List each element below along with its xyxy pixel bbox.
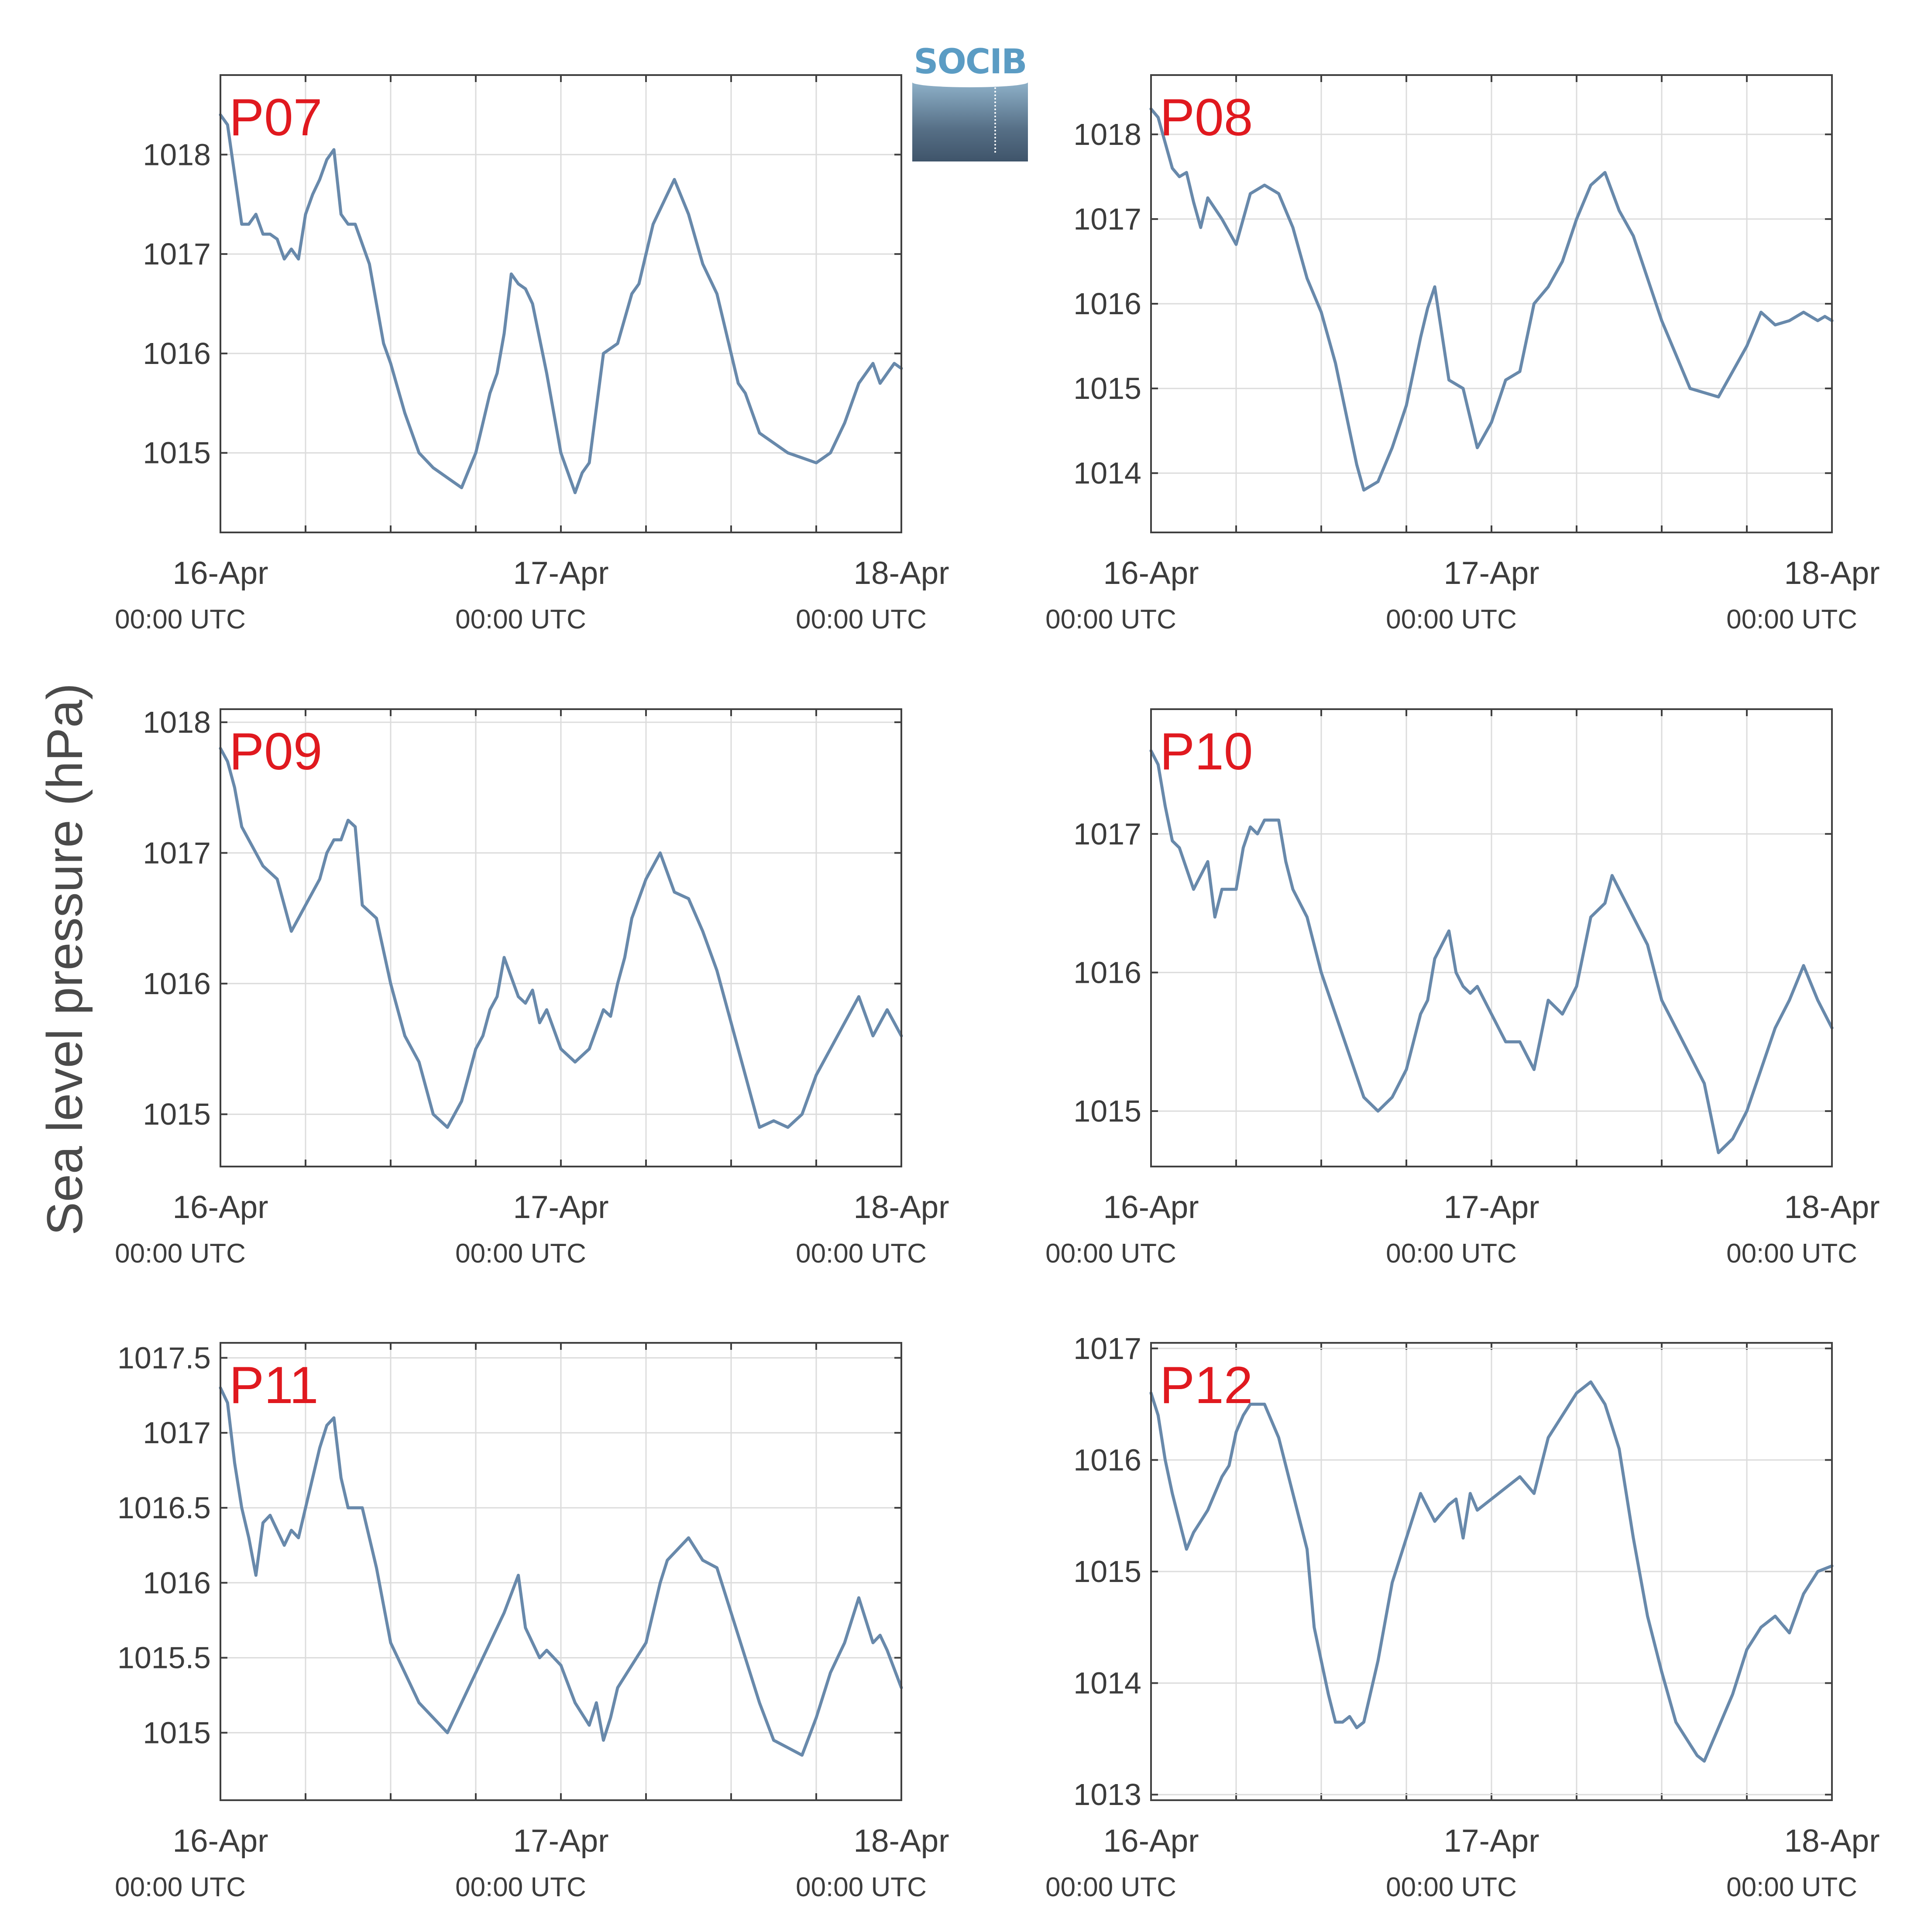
x-tick-sublabel: 00:00 UTC xyxy=(1386,1872,1517,1902)
x-tick-sublabel: 00:00 UTC xyxy=(115,1239,246,1269)
plot-frame xyxy=(220,1342,902,1801)
y-tick-label: 1017 xyxy=(1073,202,1141,236)
y-tick-label: 1016.5 xyxy=(117,1491,211,1525)
y-axis-label: Sea level pressure (hPa) xyxy=(37,683,93,1235)
y-tick-label: 1015 xyxy=(1073,1094,1141,1128)
y-tick-label: 1015 xyxy=(143,436,211,470)
socib-logo: SOCIB xyxy=(912,44,1028,161)
plot-frame xyxy=(1150,708,1833,1167)
x-tick-label: 18-Apr xyxy=(853,556,949,591)
y-tick-label: 1016 xyxy=(1073,287,1141,321)
y-tick-label: 1017 xyxy=(1073,817,1141,851)
x-tick-label: 18-Apr xyxy=(853,1190,949,1225)
plot-frame xyxy=(1150,74,1833,533)
station-label: P10 xyxy=(1160,722,1253,781)
y-tick-label: 1017 xyxy=(143,836,211,870)
y-tick-label: 1016 xyxy=(1073,1443,1141,1477)
x-tick-sublabel: 00:00 UTC xyxy=(115,1872,246,1902)
y-tick-label: 1017.5 xyxy=(117,1341,211,1375)
x-tick-sublabel: 00:00 UTC xyxy=(1045,604,1176,635)
x-tick-sublabel: 00:00 UTC xyxy=(1045,1872,1176,1902)
pressure-series-line xyxy=(1149,107,1834,492)
pressure-series-line xyxy=(219,1386,903,1757)
y-tick-label: 1014 xyxy=(1073,456,1141,490)
y-tick-label: 1015.5 xyxy=(117,1641,211,1675)
x-tick-sublabel: 00:00 UTC xyxy=(1726,604,1857,635)
pressure-series-line xyxy=(1149,749,1834,1154)
x-tick-label: 17-Apr xyxy=(513,556,608,591)
chart-panel-p11: 1015 1015.5 1016 1016.5 1017 1017.5 16-Apr 00:0… xyxy=(115,1341,949,1902)
x-tick-label: 16-Apr xyxy=(1103,556,1199,591)
x-tick-label: 17-Apr xyxy=(513,1190,608,1225)
x-tick-label: 18-Apr xyxy=(1784,1823,1880,1859)
logo-wave xyxy=(912,81,1028,161)
x-tick-sublabel: 00:00 UTC xyxy=(1726,1872,1857,1902)
y-tick-label: 1016 xyxy=(143,336,211,371)
y-tick-label: 1018 xyxy=(143,137,211,172)
pressure-series-line xyxy=(1149,1380,1834,1763)
y-tick-label: 1016 xyxy=(1073,955,1141,989)
x-tick-label: 16-Apr xyxy=(1103,1190,1199,1225)
y-tick-label: 1018 xyxy=(1073,117,1141,151)
y-tick-label: 1017 xyxy=(143,237,211,271)
x-tick-label: 16-Apr xyxy=(172,556,268,591)
station-label: P09 xyxy=(229,722,323,781)
pressure-series-line xyxy=(219,747,903,1129)
station-label: P12 xyxy=(1160,1356,1253,1414)
x-tick-label: 17-Apr xyxy=(1443,556,1539,591)
plot-frame xyxy=(220,74,902,533)
x-tick-label: 17-Apr xyxy=(1443,1190,1539,1225)
station-label: P08 xyxy=(1160,88,1253,147)
y-tick-label: 1015 xyxy=(143,1716,211,1750)
x-tick-sublabel: 00:00 UTC xyxy=(455,1872,586,1902)
x-tick-sublabel: 00:00 UTC xyxy=(796,1239,927,1269)
x-tick-label: 16-Apr xyxy=(1103,1823,1199,1859)
y-tick-label: 1015 xyxy=(143,1097,211,1131)
plot-frame xyxy=(1150,1342,1833,1801)
x-tick-label: 16-Apr xyxy=(172,1823,268,1859)
x-tick-sublabel: 00:00 UTC xyxy=(796,1872,927,1902)
x-tick-label: 18-Apr xyxy=(1784,1190,1880,1225)
chart-panel-p10: 1015 1016 1017 16-Apr 00:00 UTC 17-Apr 00:00 U… xyxy=(1045,708,1880,1269)
pressure-series-line xyxy=(219,113,903,494)
y-tick-label: 1018 xyxy=(143,705,211,739)
logo-text: SOCIB xyxy=(914,42,1027,82)
y-tick-label: 1017 xyxy=(1073,1331,1141,1366)
x-tick-sublabel: 00:00 UTC xyxy=(455,1239,586,1269)
x-tick-sublabel: 00:00 UTC xyxy=(1386,604,1517,635)
x-tick-sublabel: 00:00 UTC xyxy=(115,604,246,635)
y-tick-label: 1015 xyxy=(1073,371,1141,405)
y-tick-label: 1016 xyxy=(143,1566,211,1600)
x-tick-sublabel: 00:00 UTC xyxy=(796,604,927,635)
y-tick-label: 1017 xyxy=(143,1416,211,1450)
y-tick-label: 1016 xyxy=(143,967,211,1001)
x-tick-sublabel: 00:00 UTC xyxy=(1386,1239,1517,1269)
x-tick-label: 17-Apr xyxy=(1443,1823,1539,1859)
chart-panel-p08: 1014 1015 1016 1017 1018 16-Apr 00:00 UTC 17-Ap… xyxy=(1045,74,1880,635)
x-tick-label: 18-Apr xyxy=(853,1823,949,1859)
y-tick-label: 1013 xyxy=(1073,1778,1141,1812)
x-tick-label: 17-Apr xyxy=(513,1823,608,1859)
plot-frame xyxy=(220,708,902,1167)
y-tick-label: 1014 xyxy=(1073,1666,1141,1700)
x-tick-sublabel: 00:00 UTC xyxy=(1045,1239,1176,1269)
station-label: P07 xyxy=(229,88,323,147)
chart-panel-p09: 1015 1016 1017 1018 16-Apr 00:00 UTC 17-Apr 00:… xyxy=(115,705,949,1269)
chart-panel-p07: 1015 1016 1017 1018 16-Apr 00:00 UTC 17-Apr 00:… xyxy=(115,74,949,635)
x-tick-sublabel: 00:00 UTC xyxy=(455,604,586,635)
y-tick-label: 1015 xyxy=(1073,1555,1141,1589)
x-tick-label: 18-Apr xyxy=(1784,556,1880,591)
x-tick-sublabel: 00:00 UTC xyxy=(1726,1239,1857,1269)
chart-panel-p12: 1013 1014 1015 1016 1017 16-Apr 00:00 UTC 17-Ap… xyxy=(1045,1331,1880,1902)
station-label: P11 xyxy=(229,1356,319,1414)
x-tick-label: 16-Apr xyxy=(172,1190,268,1225)
